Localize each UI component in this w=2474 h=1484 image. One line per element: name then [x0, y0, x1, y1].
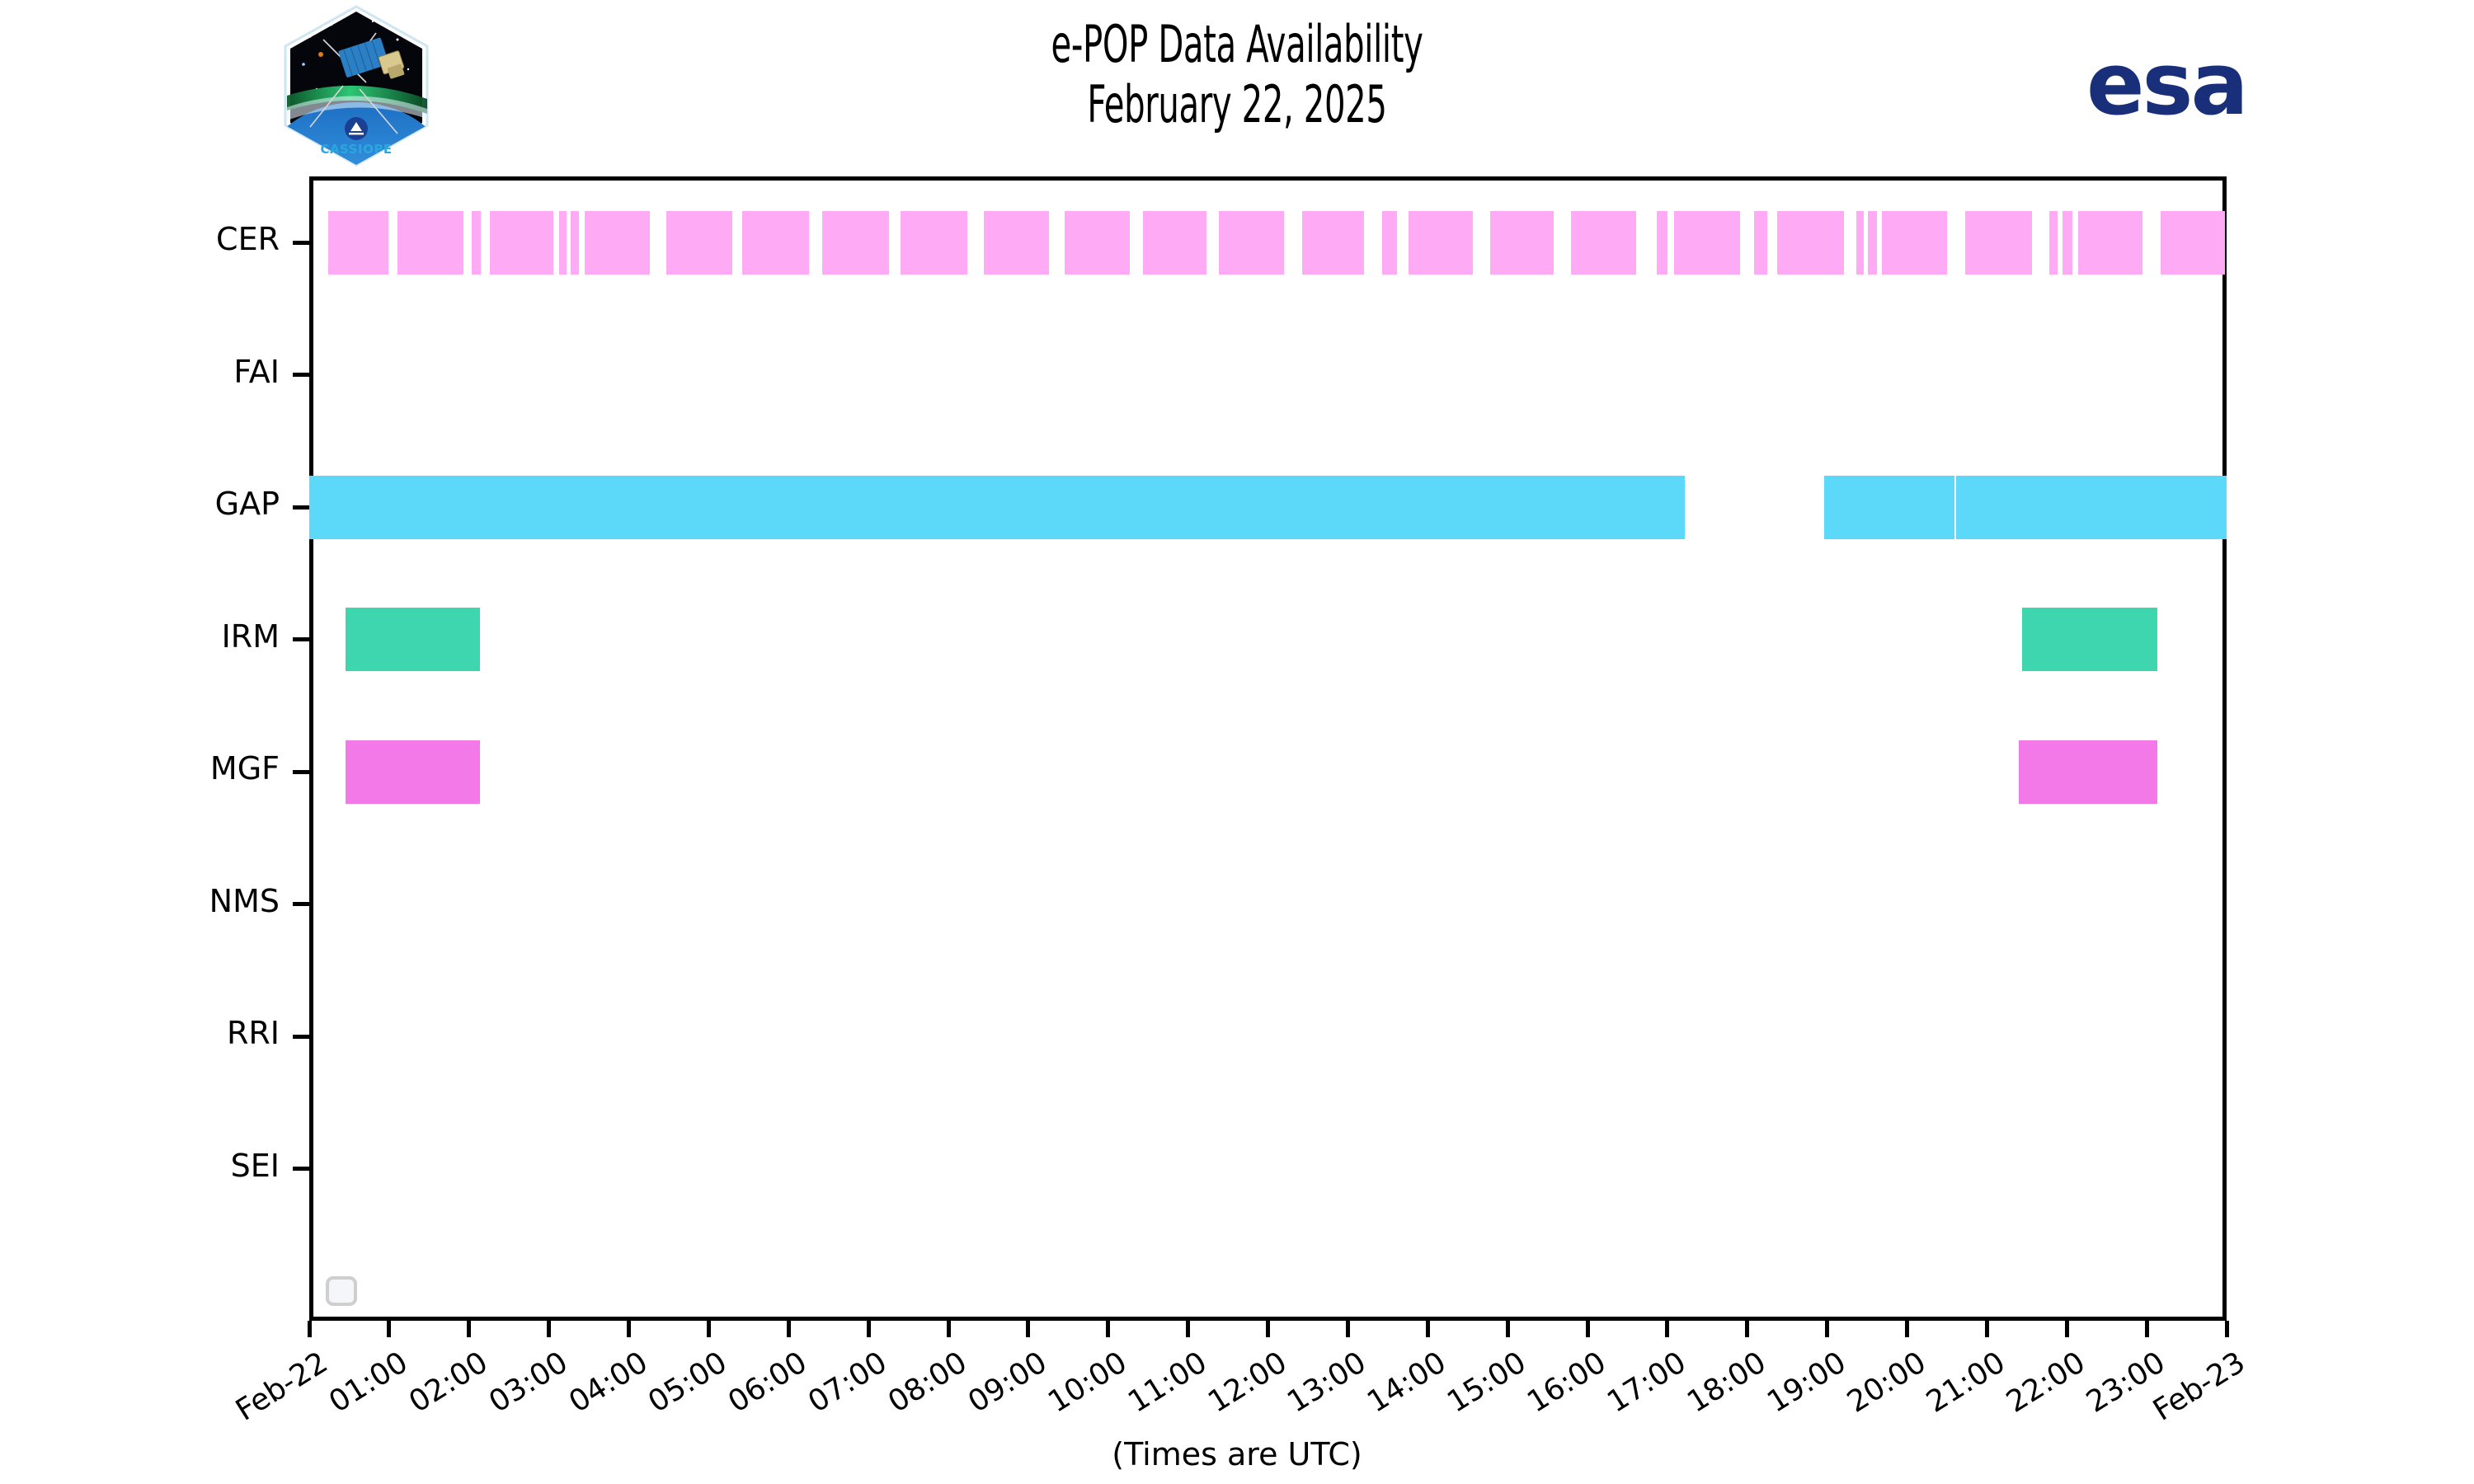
x-tick-label-text: Feb-22 — [230, 1345, 334, 1428]
x-tick-mark — [1266, 1321, 1270, 1337]
x-tick-mark — [2064, 1321, 2069, 1337]
bar-cer-11 — [983, 210, 1050, 275]
x-tick-mark — [1186, 1321, 1191, 1337]
bar-cer-10 — [900, 210, 968, 275]
x-tick-mark — [1425, 1321, 1430, 1337]
x-tick-mark — [1665, 1321, 1670, 1337]
bar-cer-23 — [1776, 210, 1844, 275]
bar-cer-0 — [328, 210, 388, 275]
x-tick-mark — [387, 1321, 392, 1337]
bar-cer-12 — [1065, 210, 1130, 275]
x-tick-mark — [946, 1321, 951, 1337]
cassiope-logo-label: CASSIOPE — [320, 142, 392, 157]
x-tick-mark — [786, 1321, 791, 1337]
bar-cer-13 — [1143, 210, 1206, 275]
bar-cer-8 — [742, 210, 810, 275]
esa-logo-icon: esa — [1954, 16, 2317, 140]
bar-cer-22 — [1754, 210, 1767, 275]
x-tick-mark — [706, 1321, 711, 1337]
bar-cer-9 — [821, 210, 890, 275]
bar-cer-14 — [1219, 210, 1284, 275]
bar-cer-6 — [585, 210, 650, 275]
bar-cer-3 — [489, 210, 554, 275]
x-tick-mark — [866, 1321, 871, 1337]
x-tick-mark — [1905, 1321, 1909, 1337]
x-tick-mark — [547, 1321, 552, 1337]
page-title: e-POP Data Availability February 22, 202… — [1051, 14, 1423, 134]
x-tick-mark — [2224, 1321, 2229, 1337]
y-tick-label: IRM — [221, 618, 280, 655]
bar-cer-21 — [1673, 210, 1741, 275]
bar-cer-20 — [1657, 210, 1667, 275]
cassiope-logo-icon: CASSIOPE — [274, 3, 439, 168]
bar-cer-25 — [1868, 210, 1877, 275]
y-tick-label: SEI — [230, 1147, 280, 1184]
plot-area — [309, 176, 2227, 1321]
esa-logo-label: esa — [2086, 34, 2246, 134]
bar-cer-17 — [1409, 210, 1473, 275]
y-tick-label: RRI — [226, 1015, 280, 1051]
bar-cer-4 — [559, 210, 567, 275]
x-tick-mark — [1026, 1321, 1031, 1337]
x-tick-mark — [1984, 1321, 1989, 1337]
bar-cer-27 — [1965, 210, 2032, 275]
bar-mgf-0 — [345, 740, 481, 804]
y-tick-label: MGF — [209, 750, 280, 787]
bar-cer-1 — [397, 210, 463, 275]
bar-gap-1 — [1823, 475, 1954, 539]
bar-cer-15 — [1302, 210, 1364, 275]
y-tick-mark — [293, 1034, 309, 1039]
bar-cer-16 — [1382, 210, 1398, 275]
y-tick-label: FAI — [233, 353, 280, 390]
legend-placeholder-box[interactable] — [326, 1276, 357, 1306]
plot-frame — [309, 176, 2227, 1321]
x-tick-mark — [627, 1321, 631, 1337]
bar-cer-18 — [1489, 210, 1554, 275]
y-tick-label: CER — [216, 221, 280, 257]
x-tick-mark — [1745, 1321, 1750, 1337]
bar-cer-29 — [2062, 210, 2073, 275]
y-tick-mark — [293, 769, 309, 774]
y-tick-mark — [293, 637, 309, 641]
x-tick-mark — [307, 1321, 312, 1337]
x-tick-mark — [467, 1321, 472, 1337]
bar-gap-0 — [309, 475, 1686, 539]
page-header: CASSIOPE e-POP Data Availability Februar… — [0, 0, 2474, 176]
x-tick-mark — [1106, 1321, 1111, 1337]
bar-gap-2 — [1955, 475, 2227, 539]
bar-mgf-1 — [2019, 740, 2157, 804]
y-tick-label: GAP — [214, 486, 280, 522]
bar-cer-31 — [2160, 210, 2226, 275]
bar-cer-28 — [2048, 210, 2058, 275]
y-tick-mark — [293, 902, 309, 906]
bar-cer-26 — [1882, 210, 1947, 275]
bar-cer-19 — [1570, 210, 1637, 275]
bar-irm-1 — [2022, 608, 2157, 671]
bar-cer-2 — [471, 210, 482, 275]
bar-cer-24 — [1856, 210, 1865, 275]
y-tick-mark — [293, 373, 309, 377]
bar-cer-7 — [666, 210, 733, 275]
x-tick-mark — [1345, 1321, 1350, 1337]
bar-irm-0 — [345, 608, 481, 671]
y-tick-label: NMS — [209, 882, 280, 919]
x-tick-mark — [1505, 1321, 1510, 1337]
y-tick-mark — [293, 1167, 309, 1171]
x-tick-label: Feb-23 — [2147, 1292, 2337, 1428]
bar-cer-5 — [570, 210, 580, 275]
x-tick-mark — [2144, 1321, 2149, 1337]
y-tick-mark — [293, 505, 309, 510]
x-tick-mark — [1585, 1321, 1590, 1337]
x-tick-mark — [1825, 1321, 1830, 1337]
x-axis-title: (Times are UTC) — [1112, 1436, 1362, 1472]
bar-cer-30 — [2077, 210, 2143, 275]
y-tick-mark — [293, 240, 309, 245]
